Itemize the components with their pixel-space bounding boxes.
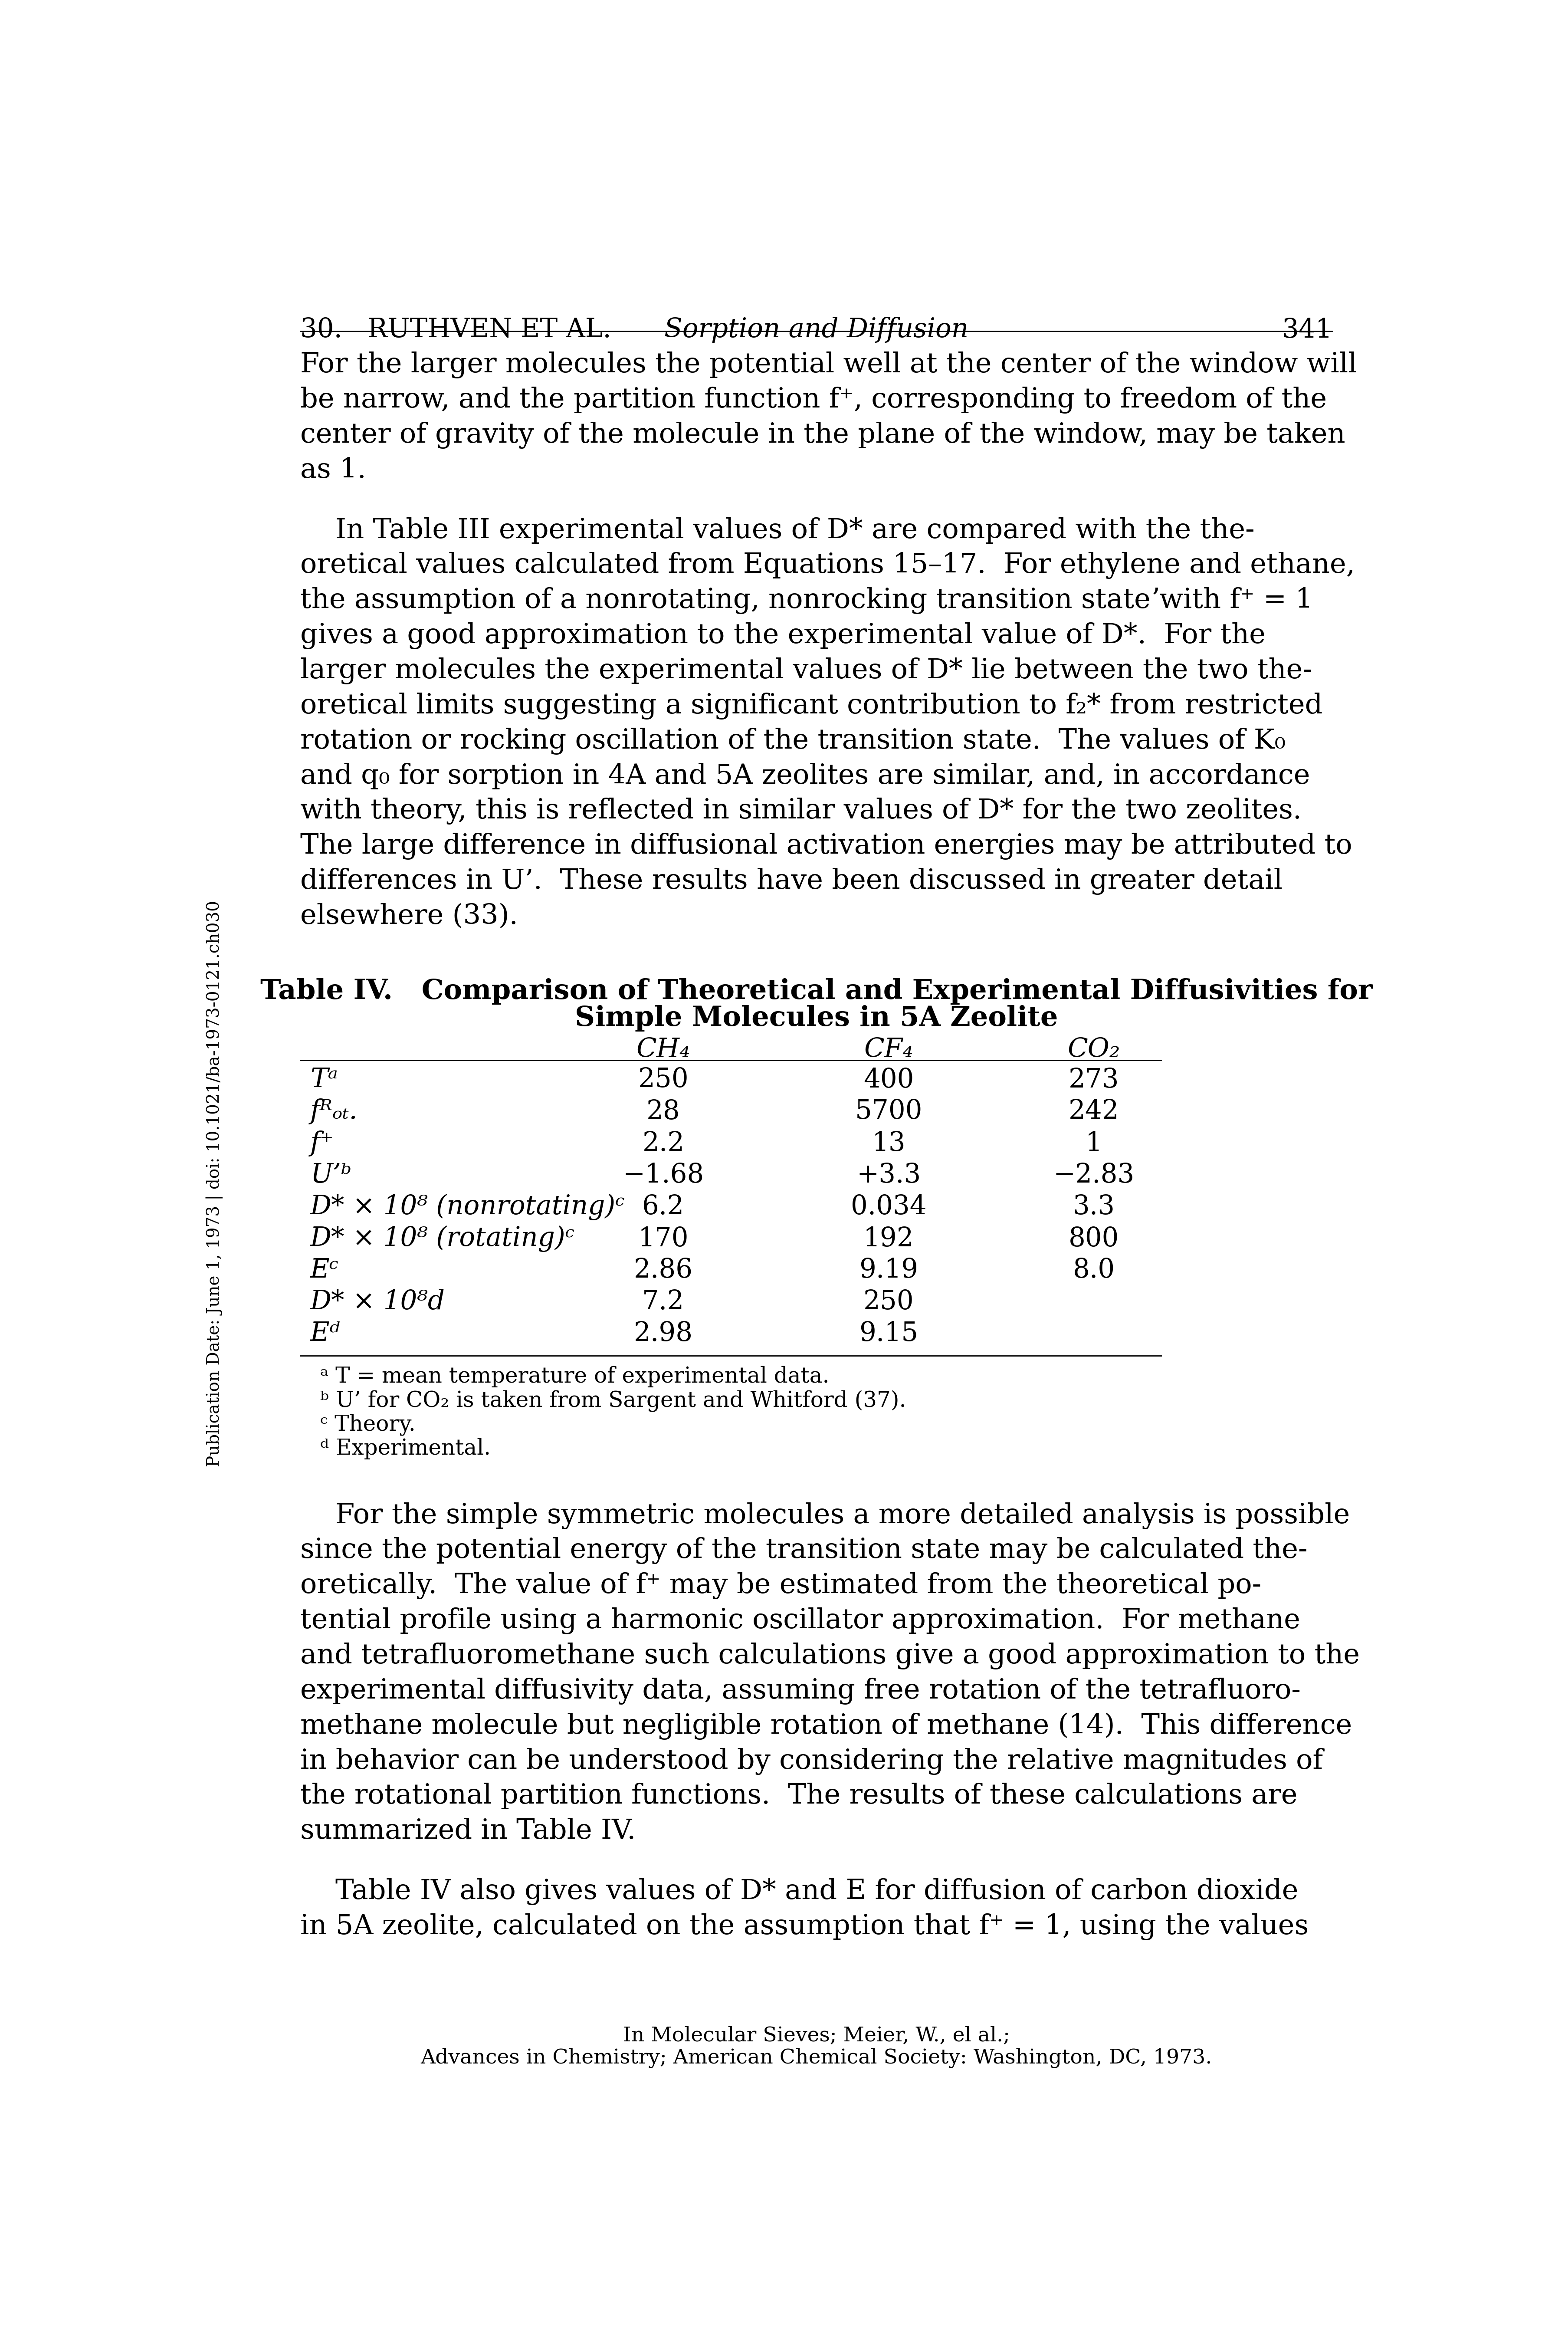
Text: D* × 10⁸ (nonrotating)ᶜ: D* × 10⁸ (nonrotating)ᶜ — [310, 1194, 626, 1220]
Text: 0.034: 0.034 — [851, 1194, 927, 1220]
Text: as 1.: as 1. — [299, 457, 367, 483]
Text: and q₀ for sorption in 4A and 5A zeolites are similar, and, in accordance: and q₀ for sorption in 4A and 5A zeolite… — [299, 762, 1311, 788]
Text: methane molecule but negligible rotation of methane (14).  This difference: methane molecule but negligible rotation… — [299, 1713, 1352, 1741]
Text: in 5A zeolite, calculated on the assumption that f⁺ = 1, using the values: in 5A zeolite, calculated on the assumpt… — [299, 1914, 1309, 1940]
Text: In Table III experimental values of D* are compared with the the-: In Table III experimental values of D* a… — [299, 516, 1254, 544]
Text: In Molecular Sieves; Meier, W., el al.;: In Molecular Sieves; Meier, W., el al.; — [622, 2027, 1010, 2046]
Text: 9.15: 9.15 — [859, 1321, 919, 1347]
Text: tential profile using a harmonic oscillator approximation.  For methane: tential profile using a harmonic oscilla… — [299, 1607, 1300, 1635]
Text: 2.2: 2.2 — [643, 1131, 685, 1157]
Text: Eᶜ: Eᶜ — [310, 1257, 339, 1283]
Text: 250: 250 — [638, 1067, 688, 1093]
Text: Eᵈ: Eᵈ — [310, 1321, 340, 1347]
Text: CH₄: CH₄ — [637, 1037, 690, 1063]
Text: 13: 13 — [872, 1131, 905, 1157]
Text: since the potential energy of the transition state may be calculated the-: since the potential energy of the transi… — [299, 1537, 1308, 1565]
Text: 6.2: 6.2 — [643, 1194, 685, 1220]
Text: 170: 170 — [638, 1225, 688, 1250]
Text: 192: 192 — [864, 1225, 914, 1250]
Text: oretical values calculated from Equations 15–17.  For ethylene and ethane,: oretical values calculated from Equation… — [299, 551, 1355, 579]
Text: gives a good approximation to the experimental value of D*.  For the: gives a good approximation to the experi… — [299, 622, 1265, 650]
Text: the assumption of a nonrotating, nonrocking transition stateʼwith f⁺ = 1: the assumption of a nonrotating, nonrock… — [299, 586, 1312, 615]
Text: Sorption and Diffusion: Sorption and Diffusion — [665, 317, 969, 343]
Text: −1.68: −1.68 — [622, 1161, 704, 1187]
Text: 9.19: 9.19 — [859, 1257, 919, 1283]
Text: For the simple symmetric molecules a more detailed analysis is possible: For the simple symmetric molecules a mor… — [299, 1501, 1350, 1530]
Text: −2.83: −2.83 — [1054, 1161, 1134, 1187]
Text: CO₂: CO₂ — [1068, 1037, 1120, 1063]
Text: experimental diffusivity data, assuming free rotation of the tetrafluoro-: experimental diffusivity data, assuming … — [299, 1677, 1301, 1706]
Text: oretical limits suggesting a significant contribution to f₂* from restricted: oretical limits suggesting a significant… — [299, 692, 1322, 720]
Text: ᵇ U’ for CO₂ is taken from Sargent and Whitford (37).: ᵇ U’ for CO₂ is taken from Sargent and W… — [320, 1389, 906, 1412]
Text: oretically.  The value of f⁺ may be estimated from the theoretical po-: oretically. The value of f⁺ may be estim… — [299, 1572, 1261, 1600]
Text: D* × 10⁸ (rotating)ᶜ: D* × 10⁸ (rotating)ᶜ — [310, 1225, 575, 1253]
Text: 28: 28 — [646, 1098, 681, 1124]
Text: +3.3: +3.3 — [856, 1161, 920, 1187]
Text: ᵈ Experimental.: ᵈ Experimental. — [320, 1438, 491, 1459]
Text: 3.3: 3.3 — [1073, 1194, 1115, 1220]
Text: fᴿₒₜ.: fᴿₒₜ. — [310, 1098, 358, 1124]
Text: center of gravity of the molecule in the plane of the window, may be taken: center of gravity of the molecule in the… — [299, 422, 1345, 448]
Text: 250: 250 — [864, 1288, 914, 1316]
Text: 273: 273 — [1068, 1067, 1120, 1093]
Text: 2.86: 2.86 — [633, 1257, 693, 1283]
Text: 2.98: 2.98 — [633, 1321, 693, 1347]
Text: Publication Date: June 1, 1973 | doi: 10.1021/ba-1973-0121.ch030: Publication Date: June 1, 1973 | doi: 10… — [205, 901, 223, 1466]
Text: larger molecules the experimental values of D* lie between the two the-: larger molecules the experimental values… — [299, 657, 1312, 685]
Text: The large difference in diffusional activation energies may be attributed to: The large difference in diffusional acti… — [299, 833, 1352, 859]
Text: Advances in Chemistry; American Chemical Society: Washington, DC, 1973.: Advances in Chemistry; American Chemical… — [420, 2048, 1212, 2067]
Text: 1: 1 — [1085, 1131, 1102, 1157]
Text: CF₄: CF₄ — [864, 1037, 913, 1063]
Text: differences in U’.  These results have been discussed in greater detail: differences in U’. These results have be… — [299, 868, 1283, 894]
Text: with theory, this is reflected in similar values of D* for the two zeolites.: with theory, this is reflected in simila… — [299, 798, 1301, 826]
Text: Table IV.   Comparison of Theoretical and Experimental Diffusivities for: Table IV. Comparison of Theoretical and … — [260, 978, 1372, 1004]
Text: summarized in Table IV.: summarized in Table IV. — [299, 1818, 635, 1844]
Text: 400: 400 — [864, 1067, 914, 1093]
Text: be narrow, and the partition function f⁺, corresponding to freedom of the: be narrow, and the partition function f⁺… — [299, 387, 1327, 413]
Text: For the larger molecules the potential well at the center of the window will: For the larger molecules the potential w… — [299, 352, 1356, 378]
Text: 5700: 5700 — [855, 1098, 922, 1124]
Text: f⁺: f⁺ — [310, 1131, 334, 1157]
Text: 8.0: 8.0 — [1073, 1257, 1115, 1283]
Text: in behavior can be understood by considering the relative magnitudes of: in behavior can be understood by conside… — [299, 1748, 1323, 1774]
Text: 30.   RUTHVEN ET AL.: 30. RUTHVEN ET AL. — [299, 317, 612, 343]
Text: the rotational partition functions.  The results of these calculations are: the rotational partition functions. The … — [299, 1783, 1297, 1809]
Text: ᶜ Theory.: ᶜ Theory. — [320, 1415, 416, 1436]
Text: Tᵃ: Tᵃ — [310, 1067, 339, 1093]
Text: 242: 242 — [1068, 1098, 1120, 1124]
Text: 341: 341 — [1283, 317, 1333, 343]
Text: 7.2: 7.2 — [643, 1288, 685, 1316]
Text: rotation or rocking oscillation of the transition state.  The values of K₀: rotation or rocking oscillation of the t… — [299, 727, 1286, 755]
Text: Simple Molecules in 5A Zeolite: Simple Molecules in 5A Zeolite — [575, 1004, 1058, 1032]
Text: elsewhere (33).: elsewhere (33). — [299, 903, 517, 929]
Text: ᵃ T = mean temperature of experimental data.: ᵃ T = mean temperature of experimental d… — [320, 1365, 829, 1386]
Text: 800: 800 — [1068, 1225, 1120, 1250]
Text: U’ᵇ: U’ᵇ — [310, 1161, 351, 1187]
Text: and tetrafluoromethane such calculations give a good approximation to the: and tetrafluoromethane such calculations… — [299, 1642, 1359, 1670]
Text: Table IV also gives values of D* and E for diffusion of carbon dioxide: Table IV also gives values of D* and E f… — [299, 1879, 1298, 1905]
Text: D* × 10⁸d: D* × 10⁸d — [310, 1288, 445, 1316]
